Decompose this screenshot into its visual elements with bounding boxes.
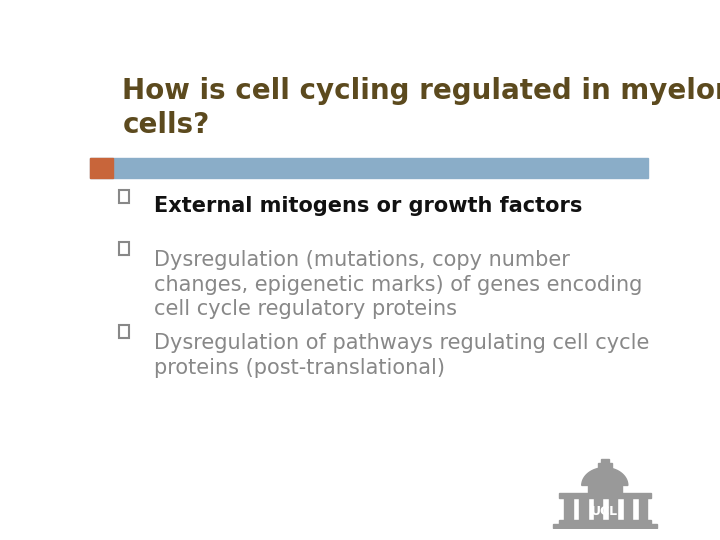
Text: Dysregulation (mutations, copy number
changes, epigenetic marks) of genes encodi: Dysregulation (mutations, copy number ch…: [154, 250, 642, 320]
Text: External mitogens or growth factors: External mitogens or growth factors: [154, 196, 582, 216]
Text: How is cell cycling regulated in myeloma
cells?: How is cell cycling regulated in myeloma…: [122, 77, 720, 139]
Bar: [564, 498, 572, 521]
Text: UCL: UCL: [591, 505, 618, 518]
Bar: [119, 242, 129, 255]
Bar: [580, 498, 588, 521]
Bar: [600, 459, 609, 463]
Bar: [553, 524, 657, 528]
Bar: [609, 498, 618, 521]
Bar: [588, 485, 622, 492]
Bar: [90, 158, 648, 178]
Bar: [595, 498, 603, 521]
Bar: [598, 463, 612, 468]
Bar: [559, 521, 651, 524]
Bar: [119, 325, 129, 339]
Bar: [639, 498, 647, 521]
Polygon shape: [582, 468, 628, 485]
Bar: [119, 190, 129, 203]
Bar: [90, 158, 114, 178]
Bar: [624, 498, 632, 521]
Bar: [559, 492, 651, 498]
Text: Dysregulation of pathways regulating cell cycle
proteins (post-translational): Dysregulation of pathways regulating cel…: [154, 333, 649, 378]
